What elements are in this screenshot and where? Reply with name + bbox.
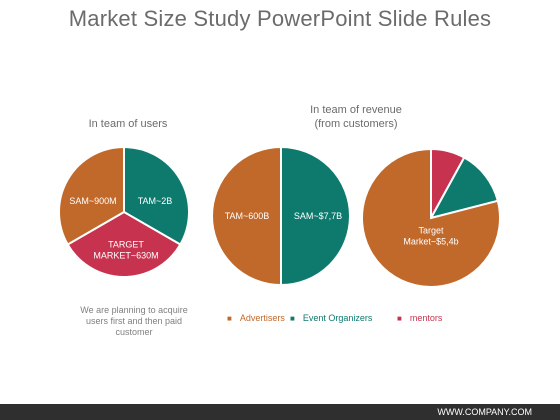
group-label-revenue: In team of revenue (from customers) [276,103,436,131]
legend-label-advertisers: Advertisers [239,313,285,323]
pie-1-slice-3 [58,145,125,246]
planning-note-line: We are planning to acquire [80,305,188,315]
planning-note-line: customer [115,327,153,337]
pie-2-slice-2-label: TAM~600B [225,211,270,221]
legend-item-event-organizers: ■ Event Organizers [290,313,372,323]
group-label-users-text: In team of users [88,118,168,130]
pie-1-slice-1-label: TAM~2B [138,196,173,206]
pie-2-slice-1 [280,145,351,287]
slide-title: Market Size Study PowerPoint Slide Rules [68,6,492,31]
pie-1-slice-2 [66,210,182,278]
legend-label-mentors: mentors [409,313,443,323]
legend-marker-mentors: ■ [397,313,402,323]
footer-url: WWW.COMPANY.COM [437,407,532,417]
pie-3-slice-3-label: Target Market~$5,4b [403,226,458,247]
pie-2-slice-2 [211,145,282,287]
planning-note: We are planning to acquire users first a… [66,305,202,338]
legend-marker-event-organizers: ■ [290,313,295,323]
legend-marker-advertisers: ■ [227,313,232,323]
pie-1-slice-3-label: SAM~900M [69,196,116,206]
group-label-revenue-line2: (from customers) [314,118,398,130]
legend-item-advertisers: ■ Advertisers [227,313,285,323]
group-label-revenue-line1: In team of revenue [310,104,402,116]
pie-3-slice-2 [429,156,500,220]
pie-1-slice-2-label: TARGET MARKET~630M [93,240,158,261]
legend-label-event-organizers: Event Organizers [302,313,373,323]
group-label-users: In team of users [60,117,196,131]
footer-bar: WWW.COMPANY.COM [0,404,560,420]
planning-note-line: users first and then paid [85,316,183,326]
legend-item-mentors: ■ mentors [397,313,442,323]
pie-2-slice-1-label: SAM~$7,7B [294,211,342,221]
pie-1-slice-1 [123,145,190,246]
pie-3-slice-3 [361,147,501,288]
